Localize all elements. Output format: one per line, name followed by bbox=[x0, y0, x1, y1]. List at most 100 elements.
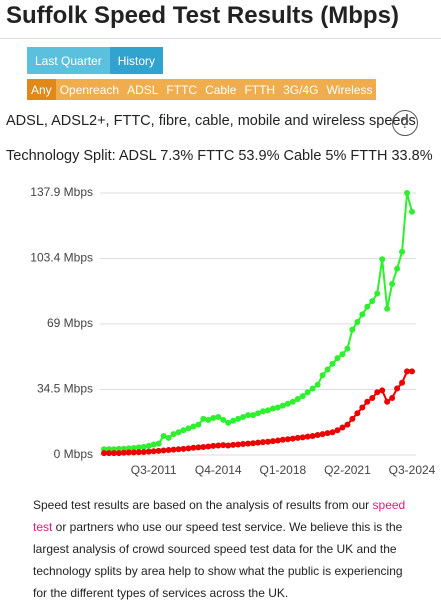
data-point bbox=[374, 389, 381, 396]
button[interactable]: 3G/4G bbox=[279, 79, 323, 100]
y-tick-label: 103.4 Mbps bbox=[30, 251, 93, 265]
data-point bbox=[349, 326, 356, 333]
button[interactable]: ADSL bbox=[123, 79, 163, 100]
data-point bbox=[220, 416, 227, 423]
data-point bbox=[175, 429, 182, 436]
data-point bbox=[145, 448, 152, 455]
data-point bbox=[299, 434, 306, 441]
data-point bbox=[165, 447, 172, 454]
data-point bbox=[170, 446, 177, 453]
data-point bbox=[304, 389, 311, 396]
data-point bbox=[369, 395, 376, 402]
data-point bbox=[130, 449, 137, 456]
data-point bbox=[269, 438, 276, 445]
description: Speed test results are based on the anal… bbox=[33, 494, 418, 604]
data-point bbox=[259, 408, 266, 415]
button[interactable]: Cable bbox=[201, 79, 241, 100]
button[interactable]: Any bbox=[27, 79, 56, 100]
data-point bbox=[225, 419, 232, 426]
data-point bbox=[294, 395, 301, 402]
data-point bbox=[374, 290, 381, 297]
data-point bbox=[354, 319, 361, 326]
data-point bbox=[379, 387, 386, 394]
data-point bbox=[135, 449, 142, 456]
data-point bbox=[389, 395, 396, 402]
data-point bbox=[294, 434, 301, 441]
divider bbox=[0, 38, 441, 39]
data-point bbox=[274, 437, 281, 444]
data-point bbox=[344, 421, 351, 428]
button[interactable]: Wireless bbox=[322, 79, 377, 100]
data-point bbox=[349, 415, 356, 422]
data-point bbox=[339, 351, 346, 358]
data-point bbox=[140, 443, 147, 450]
data-point bbox=[334, 355, 341, 362]
data-point bbox=[404, 368, 411, 375]
data-point bbox=[210, 442, 217, 449]
button[interactable]: Last Quarter bbox=[27, 47, 110, 74]
y-tick-label: 69 Mbps bbox=[47, 316, 93, 330]
data-point bbox=[115, 445, 122, 452]
data-point bbox=[255, 410, 261, 417]
button[interactable]: Openreach bbox=[55, 79, 124, 100]
data-point bbox=[329, 429, 336, 436]
data-point bbox=[394, 385, 401, 392]
data-point bbox=[324, 430, 331, 437]
data-point bbox=[289, 435, 296, 442]
data-point bbox=[269, 405, 276, 412]
data-point bbox=[165, 434, 172, 441]
data-point bbox=[334, 427, 341, 434]
y-tick-label: 0 Mbps bbox=[54, 447, 93, 461]
data-point bbox=[279, 436, 286, 443]
help-icon[interactable]: ? bbox=[392, 110, 418, 136]
data-point bbox=[190, 444, 197, 451]
x-tick-label: Q3-2011 bbox=[131, 463, 177, 477]
data-point bbox=[185, 425, 192, 432]
data-point bbox=[404, 190, 411, 196]
subtitle: ADSL, ADSL2+, FTTC, fibre, cable, mobile… bbox=[6, 113, 416, 129]
data-point bbox=[309, 433, 316, 440]
data-point bbox=[115, 450, 122, 457]
y-tick-label: 34.5 Mbps bbox=[37, 382, 93, 396]
data-point bbox=[150, 448, 157, 455]
data-point bbox=[205, 416, 212, 423]
data-point bbox=[299, 393, 306, 400]
data-point bbox=[339, 424, 346, 431]
button[interactable]: FTTH bbox=[240, 79, 280, 100]
data-point bbox=[364, 303, 371, 310]
data-point bbox=[160, 433, 167, 440]
data-point bbox=[284, 436, 291, 443]
data-point bbox=[240, 414, 247, 421]
button[interactable]: History bbox=[109, 47, 164, 74]
data-point bbox=[230, 417, 237, 424]
data-point bbox=[120, 449, 127, 456]
data-point bbox=[105, 450, 112, 457]
data-point bbox=[359, 311, 366, 318]
link[interactable]: speed test bbox=[33, 498, 406, 534]
x-tick-label: Q1-2018 bbox=[259, 463, 306, 477]
data-point bbox=[160, 447, 167, 454]
data-point bbox=[145, 442, 152, 449]
data-point bbox=[235, 415, 242, 422]
data-point bbox=[155, 447, 162, 454]
data-point bbox=[259, 439, 266, 446]
data-point bbox=[255, 439, 261, 446]
text: Speed test results are based on the anal… bbox=[33, 498, 373, 512]
data-point bbox=[215, 414, 222, 421]
data-point bbox=[225, 442, 232, 449]
data-point bbox=[394, 265, 401, 272]
data-point bbox=[200, 444, 207, 451]
data-point bbox=[175, 446, 182, 453]
data-point bbox=[220, 442, 227, 449]
data-point bbox=[264, 407, 271, 414]
data-point bbox=[210, 414, 217, 421]
data-point bbox=[314, 381, 321, 388]
data-point bbox=[319, 431, 326, 438]
data-point bbox=[329, 360, 336, 367]
button[interactable]: FTTC bbox=[162, 79, 202, 100]
data-point bbox=[264, 438, 271, 445]
data-point bbox=[195, 444, 202, 451]
data-point bbox=[110, 450, 117, 457]
data-point bbox=[319, 372, 326, 379]
data-point bbox=[240, 440, 247, 447]
